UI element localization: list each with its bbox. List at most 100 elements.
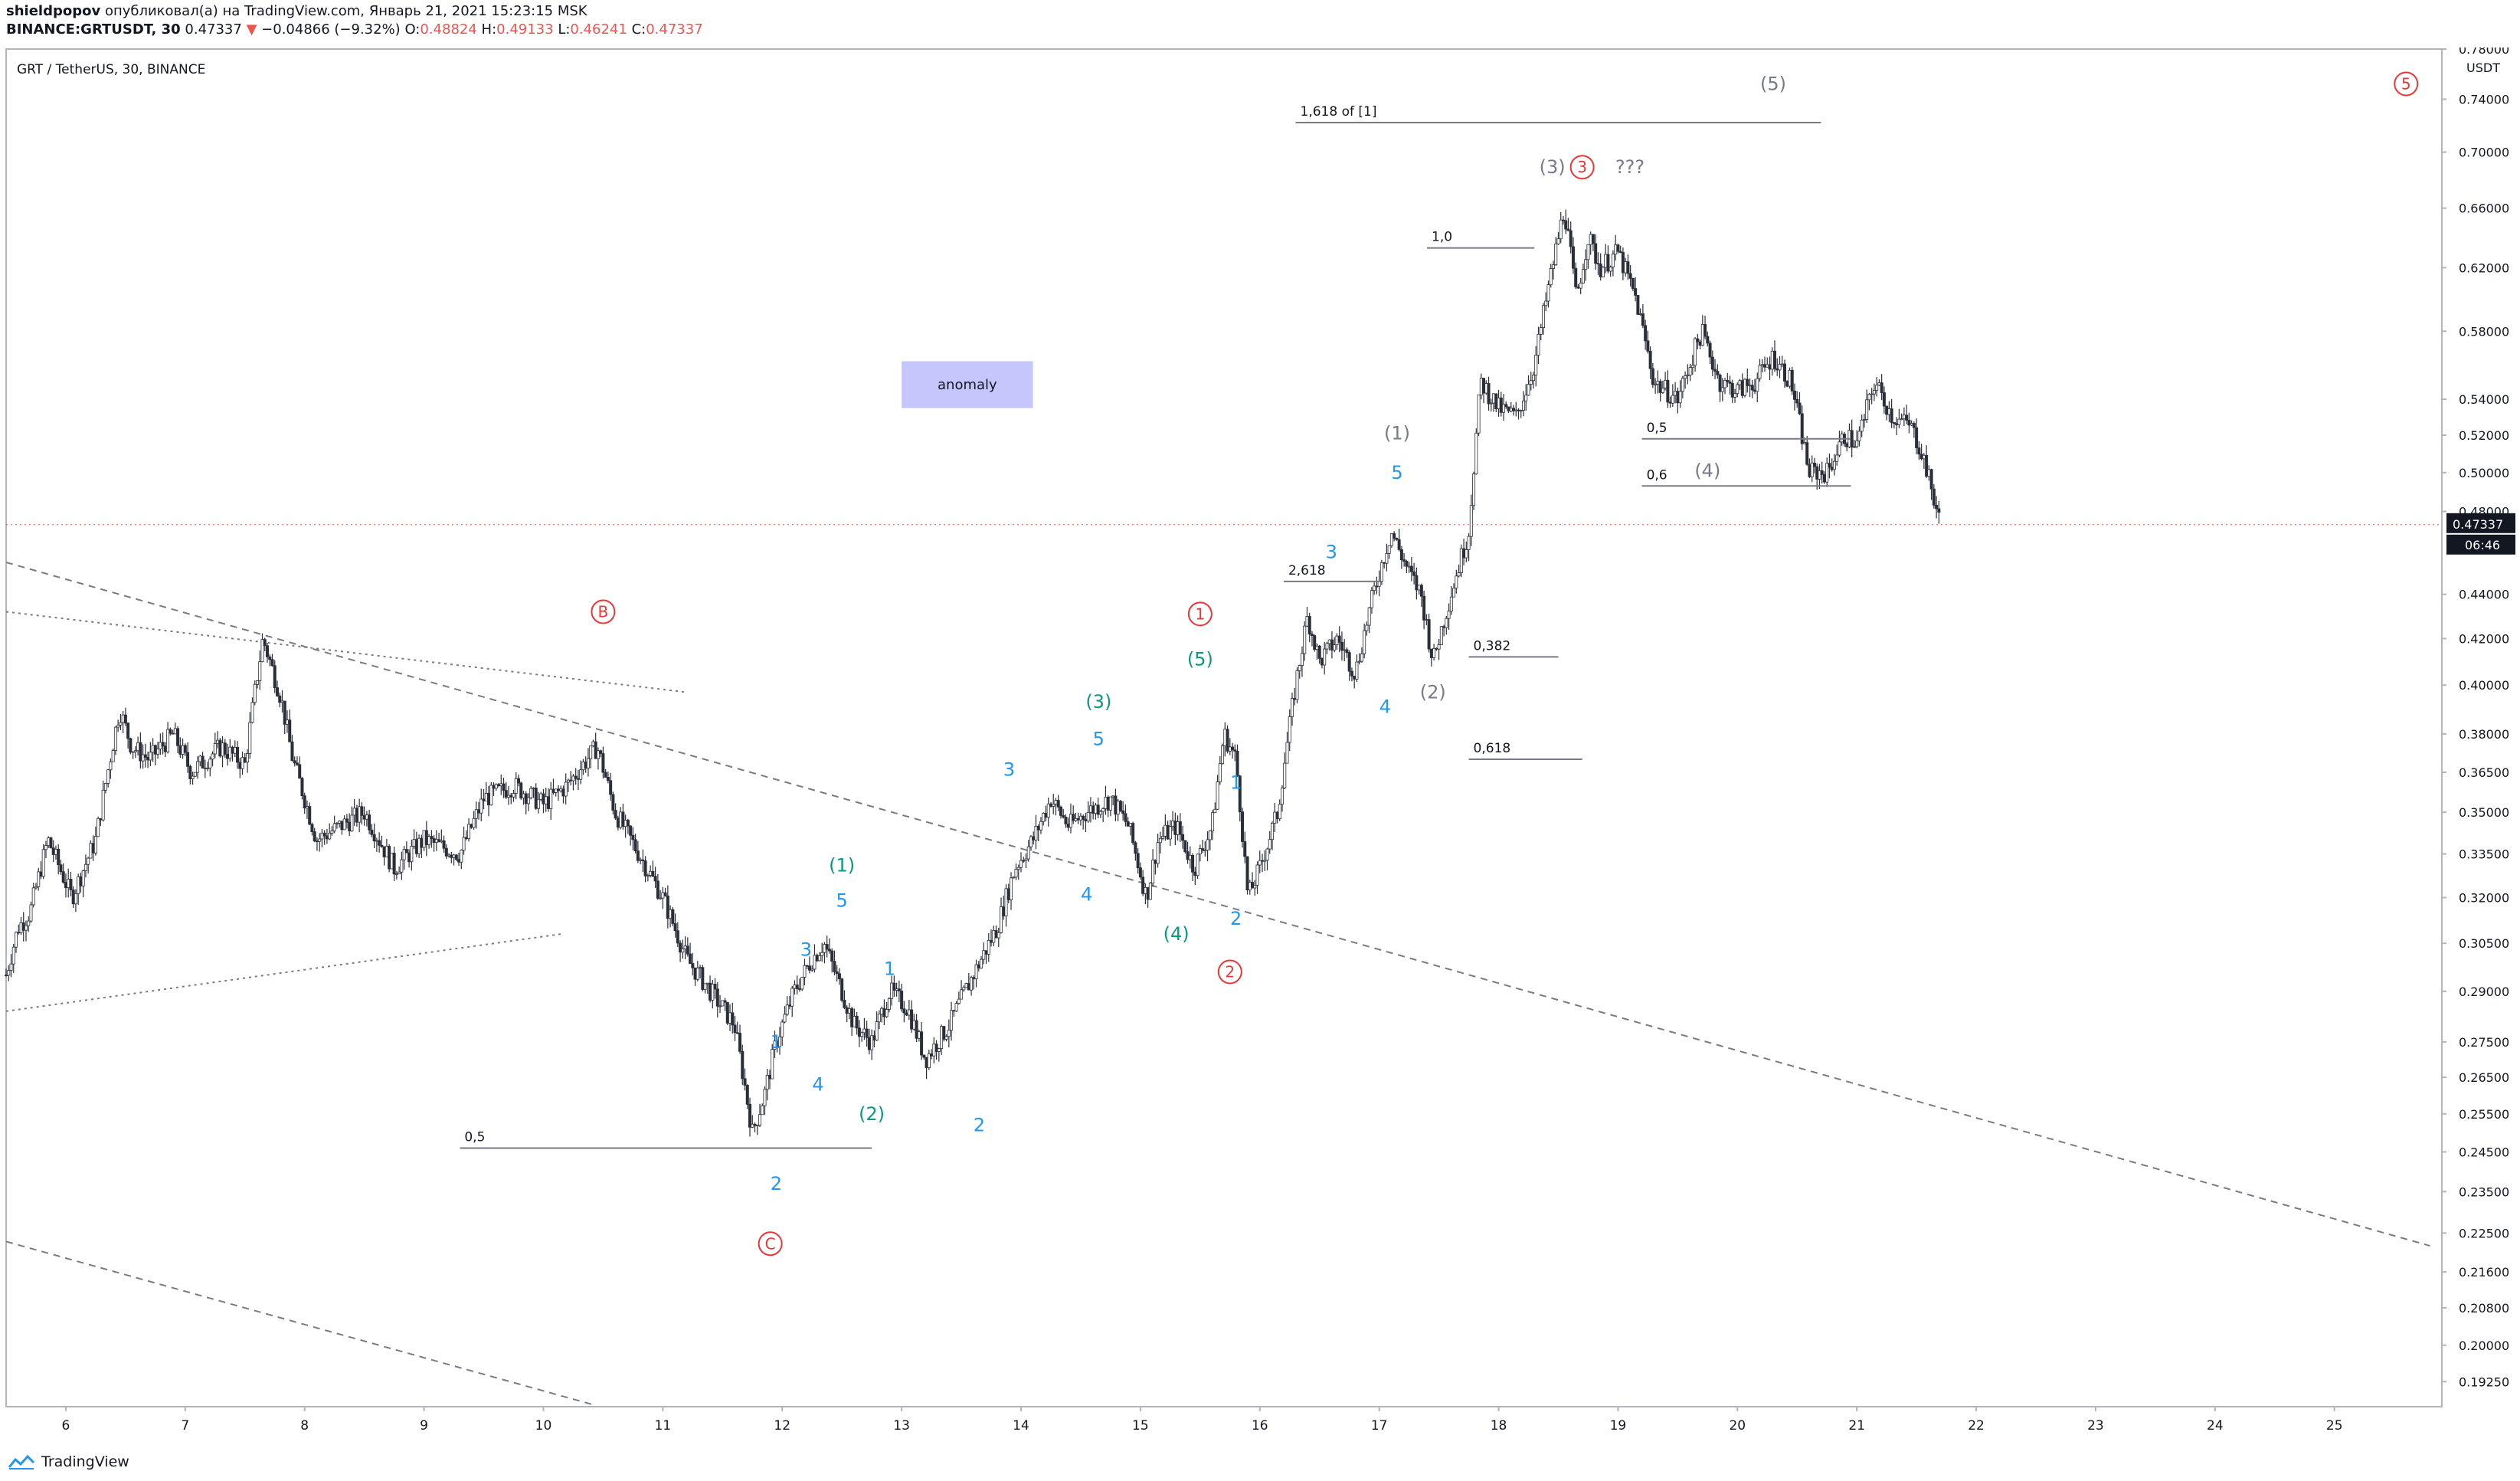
candle-body [1566,228,1570,231]
candle-body [1223,729,1227,746]
anomaly-label: anomaly [938,377,997,393]
candle-body [1636,295,1640,315]
candle-body [54,849,57,855]
candle-body [962,987,966,991]
candle-body [1459,548,1463,573]
candle-body [1238,775,1242,813]
candle-body [454,854,458,860]
candle-body [398,871,401,875]
candle-body [74,893,77,905]
circled-wave-marker [1217,959,1242,985]
candle-body [49,837,53,849]
x-tick-label: 19 [1610,1418,1627,1433]
candle-body [119,722,123,726]
candle-body [1746,378,1749,386]
author-name[interactable]: shieldpopov [6,3,101,19]
price-axis[interactable]: 0.78000 0.74000 0.70000 0.66000 0.62000 0.580… [2442,48,2509,1389]
candle-body [1014,869,1018,878]
candle-body [1449,596,1453,612]
candle-body [1350,670,1353,677]
candle-body [586,758,590,768]
price-chart[interactable]: GRT / TetherUS, 30, BINANCE USDT anomaly… [0,48,2520,1457]
candle-body [599,750,603,755]
candle-body [1317,645,1321,659]
candle-body [1499,397,1503,413]
x-tick-label: 7 [181,1418,189,1433]
candle-body [1452,588,1456,598]
fib-levels[interactable]: 1,618 of [1] 1,0 2,618 0,382 0,618 0,5 0,6 0,5 [460,104,1851,1149]
candle-body [1696,338,1700,342]
candle-body [937,1048,941,1052]
candle-body [957,998,961,1004]
candle-body [1144,886,1147,894]
candle-body [1201,848,1205,851]
candle-body [703,983,707,990]
candle-body [1022,860,1026,862]
candle-body [1569,230,1573,247]
footer-brand[interactable]: TradingView [8,1453,129,1470]
candle-body [718,1005,722,1008]
candle-body [676,930,679,944]
x-tick-label: 16 [1252,1418,1268,1433]
candle-body [457,859,461,863]
candle-body [1255,864,1259,886]
candle-body [544,796,548,804]
candle-body [574,775,578,779]
candle-body [765,1075,769,1090]
candle-body [843,1000,846,1008]
candle-body [427,836,431,845]
time-axis[interactable]: 6 7 8 9 10 11 12 13 14 15 16 17 18 19 20 21 22 23 24 25 [62,1407,2343,1433]
candle-body [1280,787,1284,805]
candle-body [1193,871,1197,876]
candle-body [614,810,617,819]
wave-label: (2) [859,1103,885,1125]
candle-body [79,876,83,886]
candle-body [616,817,620,828]
candle-body [183,745,187,753]
candle-body [1221,745,1225,765]
candle-body [1788,369,1792,387]
candle-body [1798,402,1802,414]
candle-body [1435,647,1438,650]
candle-body [1121,810,1125,814]
candle-body [283,700,286,725]
candle-body [1258,860,1262,866]
candle-body [920,1031,924,1056]
candle-body [479,798,483,814]
x-tick-label: 12 [774,1418,790,1433]
candle-body [61,871,65,883]
candle-body [1335,635,1339,645]
candle-body [231,746,234,754]
circled-wave-label: 5 [2401,74,2411,93]
candle-body [1333,644,1337,650]
candle-body [795,985,799,989]
candle-body [536,798,540,809]
candle-body [315,840,319,843]
anomaly-note[interactable]: anomaly [902,361,1033,408]
candle-body [1919,454,1923,460]
candle-body [1716,371,1720,375]
candle-body [522,793,525,798]
candle-body [178,745,182,755]
candle-body [450,854,453,858]
candle-body [482,798,486,801]
candle-body [807,965,811,971]
candle-body [596,750,600,759]
candle-body [1000,906,1003,933]
candle-body [47,837,51,846]
candle-body [1860,419,1864,432]
plot-border [5,48,2443,1407]
candle-body [1594,243,1598,264]
candle-body [673,923,677,932]
candle-body [1902,414,1906,420]
candle-body [1235,750,1239,777]
candle-body [270,659,274,667]
candle-body [176,728,180,746]
candle-body [472,817,476,828]
candle-body [636,850,640,861]
candle-body [1049,803,1052,807]
candle-body [947,1030,951,1037]
candle-body [1457,572,1461,577]
candle-body [927,1053,931,1068]
candle-body [1885,405,1889,415]
